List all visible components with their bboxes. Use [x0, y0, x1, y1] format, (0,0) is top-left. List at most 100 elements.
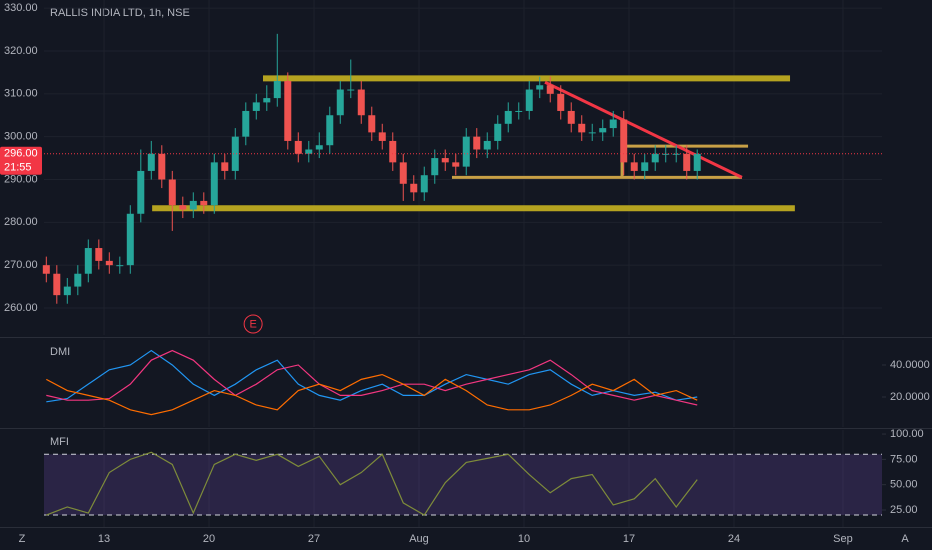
candle-body	[693, 153, 701, 171]
candle-body	[252, 102, 260, 111]
candle-body	[567, 110, 575, 124]
candle-body	[431, 158, 439, 176]
x-tick-label: 27	[308, 533, 320, 545]
candle-body	[305, 149, 313, 154]
y-tick-label: 330.00	[4, 2, 38, 14]
candle-body	[53, 273, 61, 296]
indicator-line	[46, 373, 698, 416]
event-label: E	[249, 318, 256, 330]
candle-body	[294, 140, 302, 154]
toolbar-button[interactable]: A	[901, 533, 909, 545]
countdown-label: 21:55	[4, 162, 32, 174]
candle-body	[599, 128, 607, 133]
indicator-line	[46, 451, 698, 516]
candle-body	[326, 115, 334, 146]
candle-body	[630, 162, 638, 171]
candle-body	[368, 115, 376, 133]
indicator-line	[46, 349, 698, 403]
chart-title: RALLIS INDIA LTD, 1h, NSE	[50, 7, 190, 19]
candle-body	[284, 80, 292, 141]
candle-body	[525, 89, 533, 111]
candle-body	[420, 175, 428, 193]
candle-body	[483, 140, 491, 150]
candle-body	[473, 136, 481, 150]
x-tick-label: 10	[518, 533, 530, 545]
candle-body	[179, 205, 187, 210]
candle-body	[378, 132, 386, 141]
y-tick-label: 280.00	[4, 216, 38, 228]
candle-body	[536, 85, 544, 90]
candle-body	[116, 265, 124, 267]
x-tick-label: 17	[623, 533, 635, 545]
last-price-label: 296.00	[4, 148, 38, 160]
candle-body	[210, 162, 218, 206]
candle-body	[347, 89, 355, 91]
candle-body	[74, 273, 82, 287]
candle-body	[231, 136, 239, 171]
candle-body	[504, 110, 512, 124]
y-tick-label: 320.00	[4, 45, 38, 57]
candle-body	[63, 286, 71, 296]
candle-body	[588, 132, 596, 134]
y-tick-label: 50.00	[890, 479, 918, 491]
y-tick-label: 75.00	[890, 453, 918, 465]
candle-body	[126, 213, 134, 266]
drawing-line	[544, 80, 743, 179]
candle-body	[168, 179, 176, 206]
y-tick-label: 270.00	[4, 259, 38, 271]
candle-body	[620, 119, 628, 163]
candle-body	[242, 110, 250, 137]
candle-body	[494, 123, 502, 141]
candle-body	[410, 183, 418, 193]
candle-body	[399, 162, 407, 184]
candle-body	[452, 162, 460, 167]
y-tick-label: 300.00	[4, 131, 38, 143]
candle-body	[147, 153, 155, 171]
candle-body	[683, 153, 691, 171]
pane-title: MFI	[50, 436, 69, 448]
candle-body	[221, 162, 229, 171]
candle-body	[315, 145, 323, 150]
x-tick-label: Sep	[833, 533, 853, 545]
candle-body	[672, 153, 680, 155]
x-tick-label: 13	[98, 533, 110, 545]
x-tick-label: 20	[203, 533, 215, 545]
candle-body	[557, 93, 565, 111]
x-tick-label: 24	[728, 533, 740, 545]
candle-body	[84, 248, 92, 274]
y-tick-label: 100.00	[890, 428, 924, 440]
candle-body	[263, 98, 271, 103]
candle-body	[651, 153, 659, 163]
candle-body	[609, 119, 617, 129]
candle-body	[578, 123, 586, 133]
candle-body	[158, 153, 166, 180]
candle-body	[105, 260, 113, 266]
candle-body	[641, 162, 649, 171]
candle-body	[462, 136, 470, 167]
candle-body	[137, 170, 145, 214]
toolbar-button[interactable]: Z	[19, 533, 26, 545]
candle-body	[42, 265, 50, 274]
event-marker	[243, 314, 263, 334]
pane-title: DMI	[50, 346, 70, 358]
candle-body	[515, 110, 523, 112]
candle-body	[546, 85, 554, 94]
candle-body	[389, 140, 397, 163]
x-tick-label: Aug	[409, 533, 429, 545]
last-price-box	[0, 146, 42, 175]
candle-body	[273, 80, 281, 99]
y-tick-label: 310.00	[4, 88, 38, 100]
candle-body	[336, 89, 344, 116]
candle-body	[200, 200, 208, 206]
y-tick-label: 290.00	[4, 173, 38, 185]
band	[44, 454, 882, 516]
indicator-line	[46, 349, 698, 406]
candle-body	[95, 248, 103, 261]
candle-body	[441, 158, 449, 163]
y-tick-label: 25.00	[890, 504, 918, 516]
y-tick-label: 40.0000	[890, 359, 930, 371]
y-tick-label: 20.0000	[890, 391, 930, 403]
candle-body	[357, 89, 365, 116]
